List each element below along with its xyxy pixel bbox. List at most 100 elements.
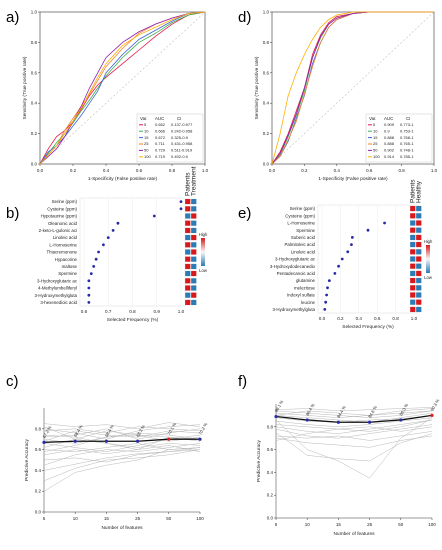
x-tick-label: 0.8 (392, 316, 399, 321)
y-tick-label: 0.4 (31, 101, 38, 106)
mean-accuracy-point (42, 440, 46, 444)
y-axis-label: Predictive Accuracy (256, 439, 262, 481)
frequency-point (179, 200, 183, 204)
legend-ci: 0.748-1 (400, 148, 414, 153)
legend-auc: 0.719 (155, 154, 166, 159)
accuracy-label: 68.4 % (104, 424, 115, 438)
frequency-point (327, 279, 331, 282)
legend-header-var: Var. (140, 116, 147, 121)
y-tick-label: 0.0 (31, 162, 38, 167)
fold-accuracy-line (43, 436, 201, 450)
legend-header-ci: CI (406, 116, 410, 121)
frequency-point (350, 243, 353, 247)
frequency-point (333, 272, 337, 275)
legend-ci: 0.511-0.919 (171, 148, 193, 153)
legend-var: 15 (144, 135, 149, 140)
roc-series-100 (39, 11, 206, 165)
x-tick-label: 50 (398, 522, 404, 527)
legend-ci: 0.325-0.9 (171, 135, 189, 140)
frequency-point (87, 293, 91, 297)
x-axis-label: Number of features (101, 525, 143, 531)
x-tick-label: 1.0 (431, 168, 438, 173)
legend-var: 10 (373, 128, 378, 133)
x-axis-label: 1-Specificity (False positive rate) (88, 176, 158, 182)
x-tick-label: 5 (43, 516, 46, 521)
y-axis-label: Predictive Accuracy (24, 438, 30, 480)
frequency-point (102, 243, 105, 247)
legend-header-ci: CI (177, 116, 181, 121)
plot-frame (39, 11, 206, 165)
y-tick-label: 0.4 (35, 468, 42, 473)
x-tick-label: 0.6 (81, 309, 88, 314)
heat-cell (184, 263, 191, 270)
heat-cell (190, 292, 197, 299)
heat-cell (184, 285, 191, 291)
legend-var: 100 (144, 154, 151, 159)
mean-accuracy-point (136, 439, 140, 443)
heat-cell (415, 299, 422, 306)
heat-cell (184, 256, 191, 263)
heat-cell (184, 277, 191, 284)
accuracy-label: 68.4 % (73, 424, 84, 438)
category-label: Oleanonic acid (48, 221, 78, 226)
frequency-point (92, 265, 96, 268)
category-label: Cysteine (ppm) (47, 206, 77, 211)
fold-accuracy-line (43, 430, 201, 442)
heat-cell (184, 270, 191, 277)
heat-column-header: Treatment (191, 166, 198, 196)
x-tick-label: 1.0 (411, 316, 418, 321)
x-axis-label: Selected Frequency (%) (107, 317, 159, 323)
heat-cell (184, 227, 191, 234)
legend-auc: 0.711 (155, 141, 165, 146)
legend-var: 10 (144, 128, 149, 133)
category-label: 3-Hydroxymethylgluta (273, 307, 316, 312)
dot-chart-b: 0.6 0.7 0.8 0.9 1.0 Selected Frequency (%) Ser… (35, 166, 208, 323)
heat-cell (415, 205, 422, 212)
roc-chart-d: 0.0 0.2 0.4 0.6 0.8 1.0 0.0 0.2 0.4 0.6 0.8 1.0 1-Sp… (254, 10, 438, 183)
legend-var: 50 (373, 148, 378, 153)
category-label: Serine (ppm) (52, 199, 78, 204)
fold-accuracy-line (43, 428, 201, 440)
heat-cell (190, 213, 197, 219)
mean-accuracy-point (274, 414, 278, 419)
y-tick-label: 0.6 (31, 70, 38, 75)
legend-header-var: Var. (369, 116, 376, 121)
diagonal-reference (271, 11, 435, 165)
heat-cell (409, 241, 416, 248)
heat-cell (190, 198, 197, 205)
frequency-point (325, 293, 328, 297)
category-label: 3-Hydroxyglutaric ac (37, 278, 78, 283)
panel-label-a: a) (6, 9, 19, 26)
mean-accuracy-point (368, 420, 372, 424)
x-tick-label: 0.8 (129, 309, 136, 314)
x-tick-label: 0.8 (169, 168, 176, 173)
accuracy-label: 70.1 % (166, 422, 177, 436)
accuracy-label: 84.4 % (336, 405, 347, 419)
fold-accuracy-line (275, 419, 433, 434)
x-tick-label: 15 (336, 522, 342, 527)
legend-ci: 0.773-1 (400, 122, 414, 127)
x-tick-label: 25 (135, 516, 141, 521)
panel-label-f: f) (238, 373, 247, 390)
x-tick-label: 25 (367, 522, 373, 527)
heat-cell (184, 198, 191, 205)
heat-cell (190, 285, 197, 291)
x-tick-label: 0.4 (334, 168, 341, 173)
x-tick-label: 0.2 (70, 168, 77, 173)
fold-accuracy-line (43, 432, 201, 452)
heat-cell (409, 227, 416, 234)
x-tick-label: 10 (305, 522, 311, 527)
heat-cell (190, 205, 197, 212)
y-axis-label: Sensitivity (True positive rate) (22, 56, 28, 119)
heat-cell (415, 263, 422, 270)
y-tick-label: 0.2 (267, 493, 274, 498)
x-tick-label: 0.2 (301, 168, 308, 173)
y-tick-label: 0.8 (263, 40, 270, 45)
category-label: Serine (ppm) (290, 206, 316, 211)
x-tick-label: 0.0 (319, 316, 326, 321)
heat-cell (409, 205, 416, 212)
legend-ci: 0.765-1 (400, 141, 414, 146)
heat-column-header: Patients (410, 179, 417, 203)
frequency-point (87, 301, 91, 304)
legend-ci: 0.137-0.977 (171, 122, 193, 127)
